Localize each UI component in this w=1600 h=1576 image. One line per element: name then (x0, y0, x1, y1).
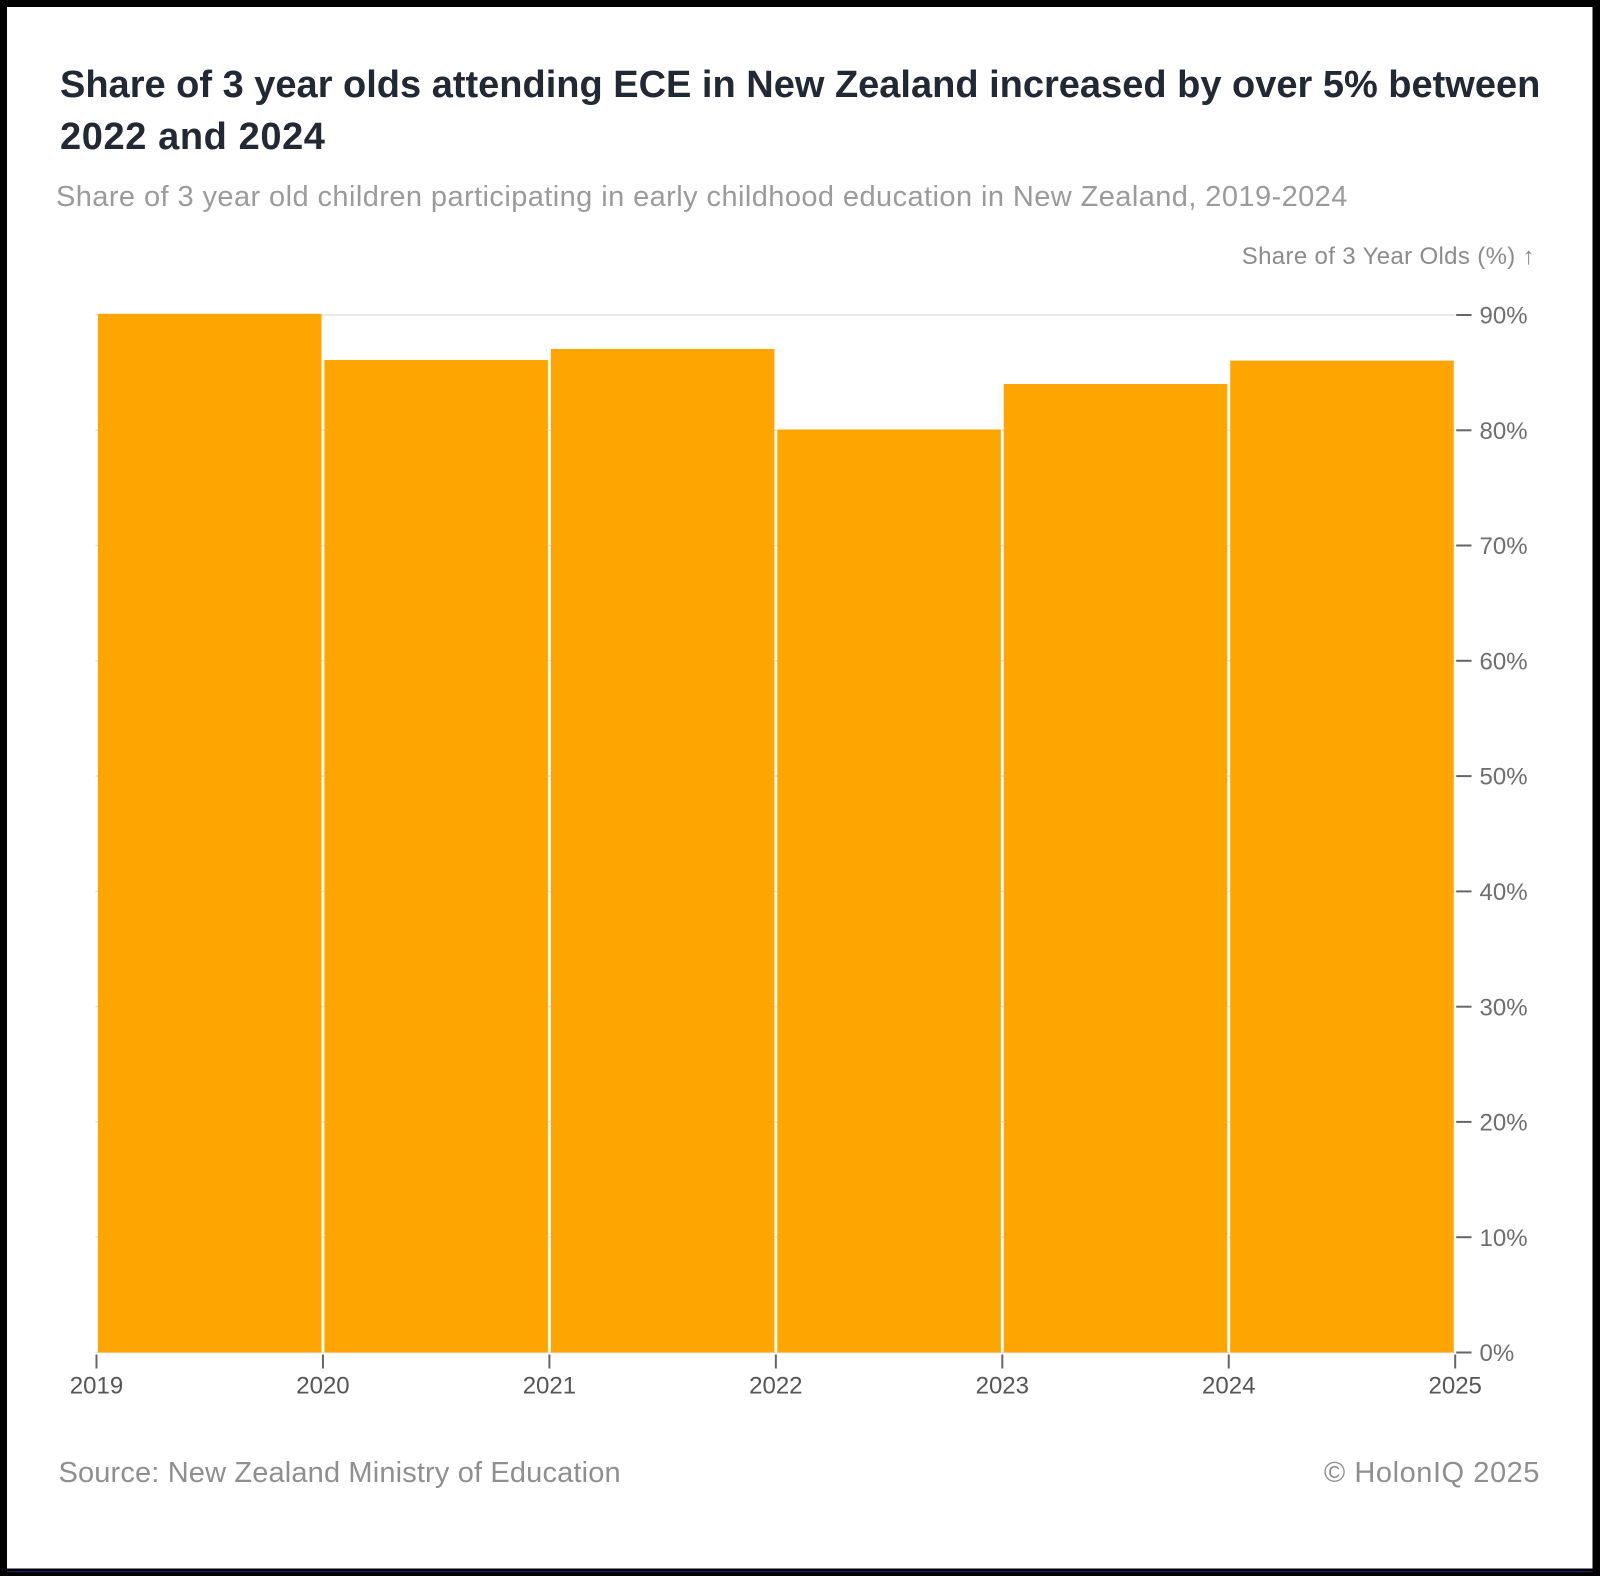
svg-text:50%: 50% (1480, 764, 1528, 791)
svg-text:80%: 80% (1480, 418, 1528, 445)
svg-text:2022 and 2024: 2022 and 2024 (60, 116, 326, 158)
svg-text:Share of 3 Year Olds (%) ↑: Share of 3 Year Olds (%) ↑ (1242, 243, 1535, 270)
svg-text:2020: 2020 (296, 1373, 349, 1400)
svg-text:2021: 2021 (523, 1373, 576, 1400)
svg-text:2019: 2019 (70, 1373, 123, 1400)
svg-text:10%: 10% (1480, 1225, 1528, 1252)
svg-text:2024: 2024 (1202, 1373, 1255, 1400)
svg-text:40%: 40% (1480, 879, 1528, 906)
svg-text:2025: 2025 (1429, 1373, 1482, 1400)
svg-text:2022: 2022 (749, 1373, 802, 1400)
svg-text:© HolonIQ 2025: © HolonIQ 2025 (1324, 1457, 1540, 1489)
svg-text:20%: 20% (1480, 1110, 1528, 1137)
svg-text:Share of 3 year old children p: Share of 3 year old children participati… (56, 181, 1348, 213)
svg-text:70%: 70% (1480, 533, 1528, 560)
svg-text:60%: 60% (1480, 648, 1528, 675)
svg-text:Source: New Zealand Ministry o: Source: New Zealand Ministry of Educatio… (59, 1457, 621, 1489)
svg-text:Share of 3 year olds attending: Share of 3 year olds attending ECE in Ne… (60, 64, 1540, 106)
svg-text:0%: 0% (1480, 1340, 1515, 1367)
svg-text:30%: 30% (1480, 994, 1528, 1021)
svg-text:2023: 2023 (976, 1373, 1029, 1400)
svg-text:90%: 90% (1480, 303, 1528, 330)
